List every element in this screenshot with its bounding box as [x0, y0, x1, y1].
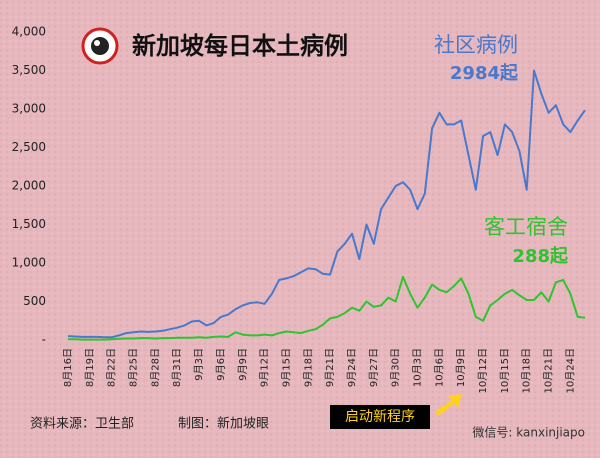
- x-tick-label: 10月6日: [433, 348, 445, 387]
- x-tick-label: 9月18日: [302, 348, 314, 387]
- y-tick-label: 2,000: [12, 179, 46, 193]
- arrow: [435, 394, 462, 416]
- x-tick-label: 10月18日: [521, 348, 533, 393]
- x-tick-label: 9月15日: [280, 348, 292, 387]
- x-tick-label: 8月31日: [171, 348, 183, 387]
- y-tick-label: 1,000: [12, 256, 46, 270]
- credit: 制图：新加坡眼: [178, 416, 269, 432]
- x-tick-label: 9月6日: [215, 348, 227, 381]
- annotation: 2984起: [450, 62, 519, 84]
- legend-label: 客工宿舍: [484, 215, 568, 239]
- x-tick-label: 10月3日: [412, 348, 424, 387]
- y-tick-label: -: [42, 333, 46, 347]
- x-tick-label: 8月19日: [84, 348, 96, 387]
- y-tick-label: 3,500: [12, 63, 46, 77]
- annotation: 288起: [512, 245, 569, 267]
- x-tick-label: 9月3日: [193, 348, 205, 381]
- legend-label: 社区病例: [434, 33, 518, 57]
- x-tick-label: 8月22日: [106, 348, 118, 387]
- x-tick-label: 8月16日: [62, 348, 74, 387]
- x-tick-label: 9月24日: [346, 348, 358, 387]
- watermark: 微信号: kanxinjiapo: [472, 426, 585, 440]
- series-line: [67, 69, 586, 339]
- logo: [81, 27, 119, 65]
- x-tick-label: 8月28日: [149, 348, 161, 387]
- x-tick-label: 10月12日: [477, 348, 489, 393]
- x-tick-label: 8月25日: [128, 348, 140, 387]
- x-tick-label: 10月21日: [543, 348, 555, 393]
- x-tick-label: 9月12日: [259, 348, 271, 387]
- x-tick-label: 9月30日: [390, 348, 402, 387]
- series-line: [68, 275, 586, 341]
- x-tick-label: 9月27日: [368, 348, 380, 387]
- x-tick-label: 10月15日: [499, 348, 511, 393]
- callout: 启动新程序: [345, 409, 415, 425]
- y-tick-label: 1,500: [12, 217, 46, 231]
- source: 资料来源：卫生部: [30, 417, 134, 432]
- x-tick-label: 9月21日: [324, 348, 336, 387]
- x-tick-label: 9月9日: [237, 348, 249, 381]
- x-tick-label: 10月9日: [455, 348, 467, 387]
- callout-box: [330, 405, 430, 429]
- y-tick-label: 2,500: [12, 140, 46, 154]
- y-tick-label: 500: [23, 294, 46, 308]
- x-tick-label: 10月24日: [564, 348, 576, 393]
- y-tick-label: 4,000: [12, 25, 46, 39]
- chart-title: 新加坡每日本土病例: [132, 32, 348, 60]
- y-tick-label: 3,000: [12, 102, 46, 116]
